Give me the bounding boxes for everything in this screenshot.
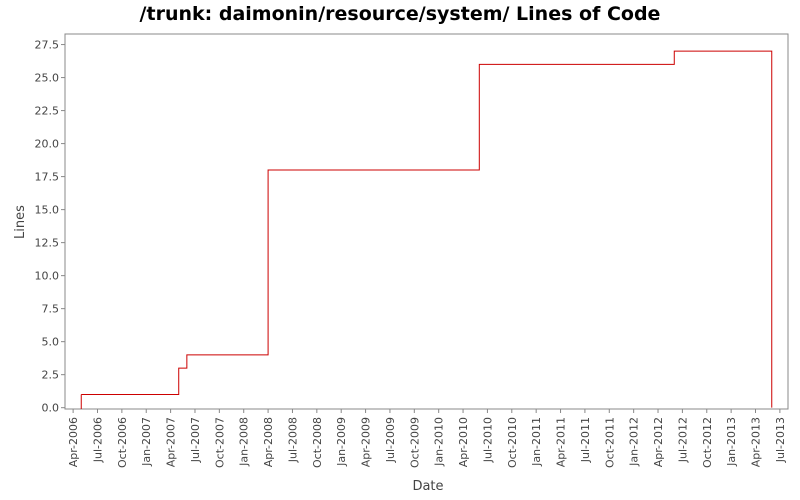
y-tick-label: 22.5 <box>35 105 60 118</box>
step-line <box>81 50 773 408</box>
x-tick-label: Jul-2006 <box>91 417 104 463</box>
x-tick-label: Apr-2012 <box>652 417 665 467</box>
x-tick-label: Apr-2011 <box>555 417 568 467</box>
x-tick-label: Jan-2011 <box>530 417 543 467</box>
y-tick-label: 0.0 <box>42 402 60 415</box>
x-tick-label: Oct-2009 <box>408 417 421 468</box>
x-tick-label: Jan-2008 <box>238 417 251 467</box>
x-tick-label: Jul-2010 <box>481 417 494 463</box>
y-tick-label: 17.5 <box>35 171 60 184</box>
plot-area <box>64 33 789 410</box>
x-tick-label: Apr-2006 <box>67 417 80 467</box>
x-tick-label: Jul-2007 <box>189 417 202 463</box>
x-tick-label: Jan-2012 <box>628 417 641 467</box>
y-tick-label: 2.5 <box>42 369 60 382</box>
x-tick-label: Apr-2009 <box>360 417 373 467</box>
y-tick-label: 15.0 <box>35 204 60 217</box>
x-tick-label: Apr-2010 <box>457 417 470 467</box>
x-tick-label: Apr-2007 <box>165 417 178 467</box>
x-tick-label: Oct-2010 <box>506 417 519 468</box>
y-tick-label: 20.0 <box>35 138 60 151</box>
x-tick-label: Oct-2007 <box>213 417 226 468</box>
x-tick-label: Jan-2009 <box>335 417 348 467</box>
y-tick-label: 5.0 <box>42 336 60 349</box>
x-tick-label: Jul-2008 <box>286 417 299 463</box>
x-tick-label: Jan-2007 <box>140 417 153 467</box>
y-tick-label: 10.0 <box>35 270 60 283</box>
x-tick-label: Jul-2011 <box>579 417 592 463</box>
x-tick-label: Oct-2008 <box>311 417 324 468</box>
y-tick-label: 7.5 <box>42 303 60 316</box>
x-tick-label: Oct-2006 <box>116 417 129 468</box>
chart-title: /trunk: daimonin/resource/system/ Lines … <box>140 3 661 25</box>
x-axis-title: Date <box>412 479 443 494</box>
x-tick-label: Oct-2011 <box>603 417 616 468</box>
x-tick-label: Jul-2013 <box>774 417 787 463</box>
y-axis-title: Lines <box>13 205 28 239</box>
y-tick-label: 25.0 <box>35 72 60 85</box>
x-tick-label: Apr-2013 <box>750 417 763 467</box>
x-tick-label: Jan-2013 <box>725 417 738 467</box>
y-tick-label: 12.5 <box>35 237 60 250</box>
x-tick-label: Jul-2012 <box>676 417 689 463</box>
x-tick-label: Oct-2012 <box>701 417 714 468</box>
x-tick-label: Apr-2008 <box>262 417 275 467</box>
y-tick-label: 27.5 <box>35 39 60 52</box>
x-tick-label: Jan-2010 <box>433 417 446 467</box>
x-tick-label: Jul-2009 <box>384 417 397 463</box>
